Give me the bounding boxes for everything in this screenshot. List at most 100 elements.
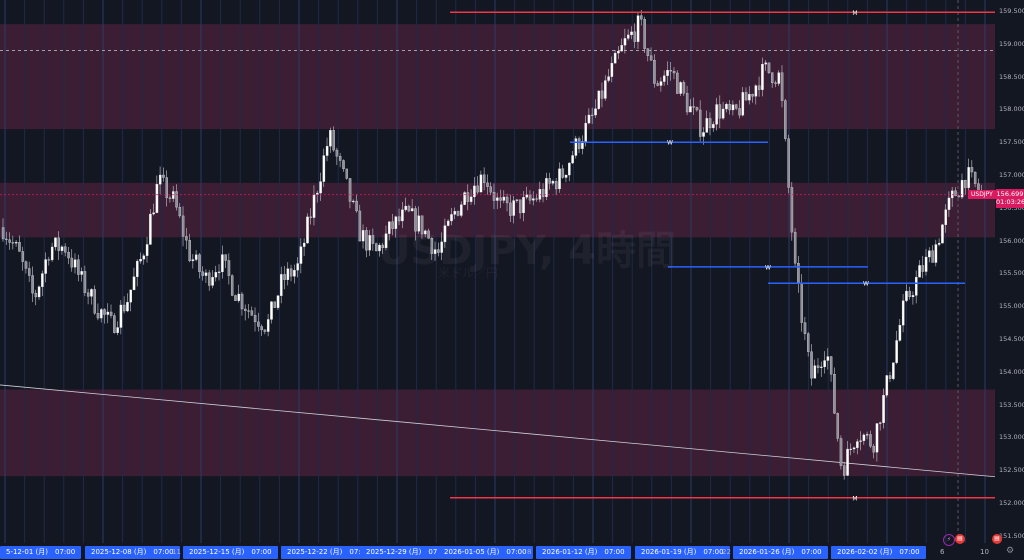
candle: [735, 103, 738, 111]
candle: [188, 233, 191, 263]
candle: [149, 209, 152, 245]
candle: [492, 183, 496, 210]
candle: [833, 367, 836, 415]
candle: [941, 223, 944, 244]
candle: [512, 195, 515, 224]
candle: [319, 172, 322, 201]
candle: [967, 158, 970, 196]
candle: [44, 252, 47, 283]
candle: [888, 371, 892, 383]
candle: [237, 284, 241, 303]
candle-body: [862, 434, 866, 441]
us-flag-event-icon-2[interactable]: ▤: [992, 534, 1002, 544]
candle-body: [849, 448, 853, 450]
price-axis-label: 154.500: [999, 335, 1024, 343]
candle: [253, 307, 257, 332]
candle-body: [14, 242, 18, 244]
candle: [548, 172, 551, 190]
candle-body: [37, 286, 41, 298]
price-axis-label: 155.500: [999, 269, 1024, 278]
candle: [129, 289, 132, 312]
candle-body: [329, 130, 332, 147]
candle-body: [57, 237, 60, 251]
candle: [90, 288, 93, 305]
candle-body: [869, 434, 872, 447]
event-lightning-icon[interactable]: ⚡: [943, 534, 955, 546]
candle: [378, 242, 381, 257]
price-axis-label: 153.000: [999, 433, 1024, 442]
candle: [630, 26, 633, 40]
candle: [525, 186, 529, 200]
candle: [852, 446, 856, 453]
candle: [234, 294, 237, 301]
candle-body: [276, 295, 280, 308]
candle: [414, 205, 417, 241]
candle-body: [489, 186, 493, 193]
candle: [263, 329, 267, 335]
candle-body: [181, 215, 185, 237]
candle: [83, 265, 87, 297]
candle: [158, 166, 162, 195]
candle-body: [332, 130, 335, 151]
candle-body: [561, 168, 565, 178]
candle-body: [692, 106, 695, 108]
candle-body: [640, 15, 643, 20]
candle-body: [574, 138, 578, 156]
candle-body: [918, 265, 921, 278]
candle: [708, 112, 712, 136]
candle: [368, 229, 371, 257]
candle-body: [306, 216, 309, 244]
candle: [289, 264, 293, 282]
candle-body: [512, 200, 515, 216]
candle-body: [833, 374, 836, 414]
candle: [460, 201, 463, 218]
candle-body: [492, 191, 496, 201]
candle-body: [892, 362, 895, 379]
candle: [859, 431, 862, 451]
candle-body: [463, 192, 466, 205]
candle-body: [230, 275, 234, 296]
candle-body: [679, 82, 682, 94]
candle: [915, 270, 918, 304]
candle-body: [780, 72, 784, 101]
candle-body: [106, 311, 110, 315]
settings-gear-icon[interactable]: ⚙: [1006, 546, 1015, 556]
candle-body: [895, 340, 898, 363]
candle-body: [129, 289, 132, 303]
us-flag-event-icon[interactable]: ▤: [955, 534, 965, 544]
candle-body: [96, 313, 100, 319]
candle: [856, 438, 859, 455]
candle-body: [885, 375, 889, 396]
candle-body: [905, 290, 908, 301]
candle: [168, 195, 172, 203]
candle: [142, 253, 146, 265]
candle-body: [407, 205, 411, 212]
candle: [689, 99, 692, 113]
candle: [466, 184, 470, 211]
candle: [545, 172, 548, 200]
candle: [764, 60, 767, 71]
candle: [325, 137, 329, 162]
candle: [865, 431, 869, 440]
candle: [532, 191, 535, 206]
candle-body: [188, 239, 191, 262]
candle-body: [152, 212, 155, 215]
time-axis-label: 2025-12-29 (月) 07:00: [360, 546, 455, 559]
candle: [744, 87, 748, 101]
candle-body: [178, 207, 182, 217]
candle: [296, 257, 299, 278]
candle: [191, 254, 195, 269]
candle-body: [528, 194, 532, 201]
price-axis-label: 157.000: [999, 171, 1024, 179]
candle-body: [921, 265, 925, 272]
candle: [450, 208, 453, 226]
candle-body: [60, 246, 64, 251]
candle-body: [453, 211, 457, 215]
candle: [613, 50, 617, 64]
candle: [178, 203, 182, 218]
candle-body: [626, 34, 630, 39]
candle-body: [659, 81, 663, 86]
candle-body: [185, 236, 188, 241]
candle: [836, 412, 839, 442]
